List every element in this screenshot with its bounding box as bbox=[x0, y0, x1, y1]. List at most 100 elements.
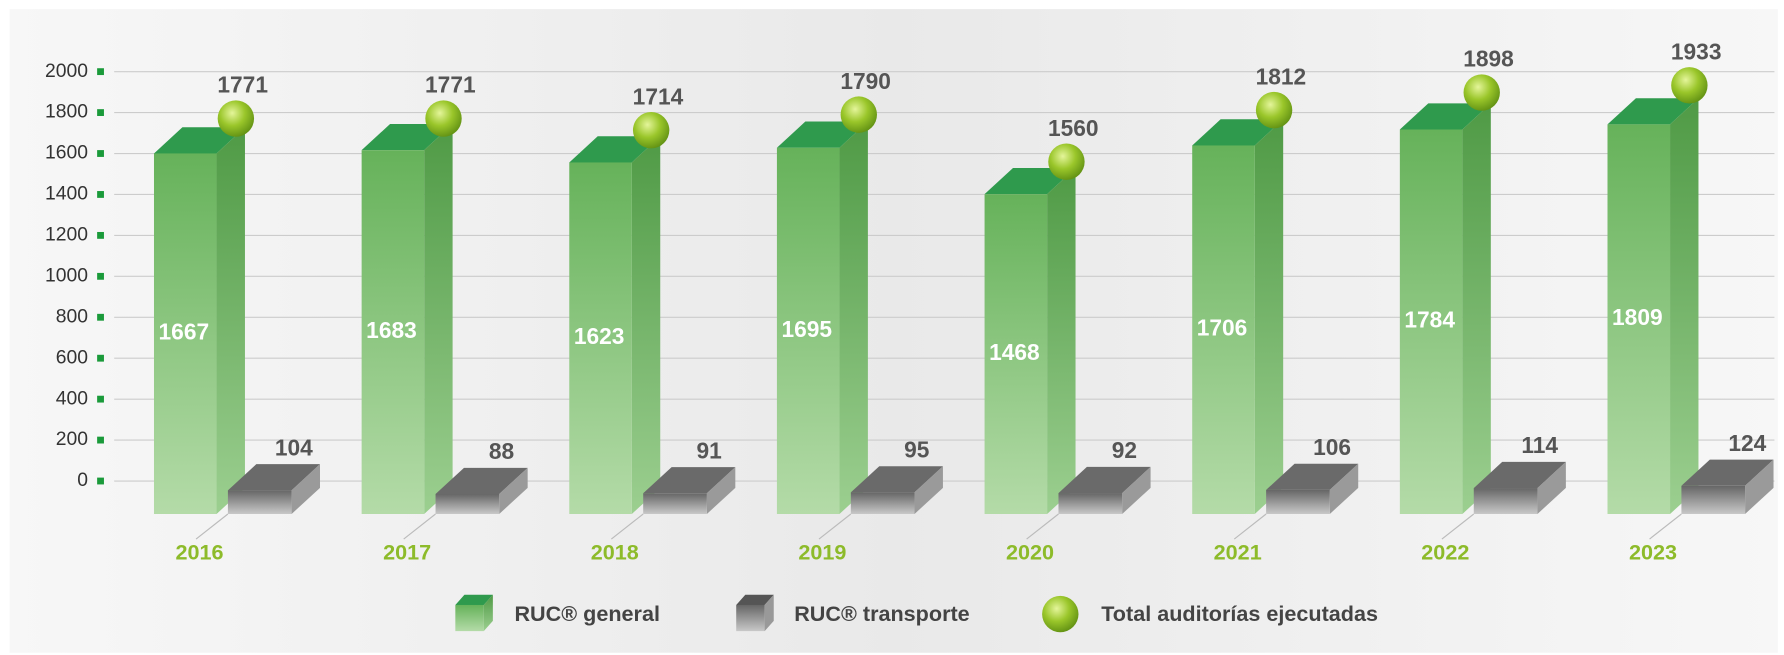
bar-side bbox=[216, 127, 245, 514]
bar-top bbox=[1192, 119, 1284, 146]
box-top bbox=[435, 467, 528, 494]
bar-side bbox=[631, 136, 661, 514]
bar-side bbox=[1670, 98, 1699, 514]
y-tick-label: 1800 bbox=[45, 102, 88, 123]
bar-top bbox=[569, 136, 661, 163]
box bbox=[227, 490, 292, 514]
guide-line bbox=[1441, 513, 1475, 540]
data-label: 1784 bbox=[1404, 307, 1455, 333]
data-label: 1812 bbox=[1256, 63, 1307, 89]
total-ball bbox=[217, 100, 255, 137]
data-label: 1695 bbox=[781, 316, 832, 342]
y-tick-label: 600 bbox=[56, 347, 88, 368]
bar bbox=[1399, 129, 1463, 514]
bar-top bbox=[1607, 98, 1699, 125]
data-label: 1933 bbox=[1671, 39, 1722, 65]
bar-top bbox=[153, 127, 245, 154]
guide-line bbox=[1649, 513, 1682, 540]
bar-side bbox=[424, 124, 453, 514]
x-tick-label: 2017 bbox=[383, 539, 431, 564]
box bbox=[850, 492, 915, 514]
bar bbox=[361, 150, 425, 514]
tick-mark bbox=[97, 191, 104, 198]
data-label: 1560 bbox=[1048, 115, 1099, 141]
y-tick-label: 800 bbox=[56, 306, 88, 327]
box-side bbox=[1329, 463, 1359, 514]
data-label: 106 bbox=[1313, 434, 1351, 460]
data-label: 1771 bbox=[425, 72, 476, 98]
legend-label: RUC® transporte bbox=[794, 601, 969, 626]
bar bbox=[569, 162, 632, 514]
x-tick-label: 2020 bbox=[1006, 539, 1054, 564]
total-ball bbox=[425, 100, 462, 137]
x-tick-label: 2018 bbox=[591, 539, 639, 564]
legend-swatch bbox=[455, 604, 484, 632]
y-tick-label: 1200 bbox=[45, 225, 88, 246]
box-side bbox=[499, 467, 528, 514]
box-side bbox=[1537, 461, 1566, 514]
card bbox=[9, 9, 1778, 653]
box bbox=[643, 493, 707, 514]
bar-top bbox=[1399, 103, 1491, 130]
legend-label: RUC® general bbox=[514, 601, 660, 626]
tick-mark bbox=[97, 68, 104, 76]
tick-mark bbox=[97, 313, 104, 321]
bar-top bbox=[361, 124, 453, 151]
tick-mark bbox=[97, 436, 104, 444]
data-label: 124 bbox=[1728, 430, 1766, 456]
tick-mark bbox=[97, 354, 104, 362]
total-ball bbox=[840, 96, 877, 133]
y-tick-label: 0 bbox=[77, 470, 88, 491]
data-label: 1790 bbox=[840, 68, 891, 94]
box-side bbox=[291, 464, 321, 514]
box bbox=[1473, 488, 1538, 514]
bar-side bbox=[1254, 119, 1284, 514]
bar bbox=[1607, 124, 1671, 514]
box bbox=[1681, 485, 1746, 514]
tick-mark bbox=[97, 477, 104, 485]
guide-line bbox=[1026, 513, 1059, 540]
box-top bbox=[1058, 466, 1151, 494]
tick-mark bbox=[97, 150, 104, 157]
guide-line bbox=[610, 513, 644, 540]
bar-side bbox=[1047, 168, 1076, 514]
box-top bbox=[1681, 459, 1774, 486]
legend-swatch bbox=[764, 594, 774, 632]
x-tick-label: 2021 bbox=[1214, 539, 1262, 564]
total-ball bbox=[1671, 67, 1708, 104]
tick-mark bbox=[97, 272, 104, 280]
box-top bbox=[1266, 463, 1359, 490]
legend-swatch bbox=[455, 594, 493, 605]
data-label: 104 bbox=[275, 434, 313, 460]
legend-swatch bbox=[736, 594, 774, 605]
guide-line bbox=[1233, 513, 1267, 540]
bar-side bbox=[1462, 103, 1491, 514]
data-label: 95 bbox=[904, 436, 930, 462]
x-tick-label: 2019 bbox=[798, 539, 846, 564]
box-side bbox=[1745, 459, 1774, 514]
bar-top bbox=[776, 121, 868, 148]
y-tick-label: 400 bbox=[56, 388, 88, 409]
bar bbox=[984, 194, 1048, 514]
data-label: 92 bbox=[1112, 437, 1137, 463]
data-label: 91 bbox=[696, 437, 722, 463]
data-label: 1771 bbox=[217, 72, 268, 98]
legend-label: Total auditorías ejecutadas bbox=[1101, 601, 1378, 626]
box-top bbox=[643, 467, 736, 494]
legend-swatch bbox=[483, 594, 493, 632]
total-ball bbox=[1048, 143, 1085, 180]
total-ball bbox=[632, 111, 670, 149]
data-label: 1468 bbox=[989, 339, 1040, 365]
bar-side bbox=[839, 121, 868, 514]
box bbox=[435, 493, 500, 514]
legend-swatch bbox=[736, 604, 765, 632]
total-ball bbox=[1255, 91, 1293, 129]
box-side bbox=[1122, 466, 1151, 514]
tick-mark bbox=[97, 109, 104, 116]
legend: RUC® general RUC® transporte Total audit… bbox=[455, 594, 1378, 633]
box bbox=[1058, 493, 1123, 514]
bar-top bbox=[984, 168, 1076, 195]
guide-line bbox=[818, 513, 852, 540]
box-top bbox=[850, 466, 943, 493]
